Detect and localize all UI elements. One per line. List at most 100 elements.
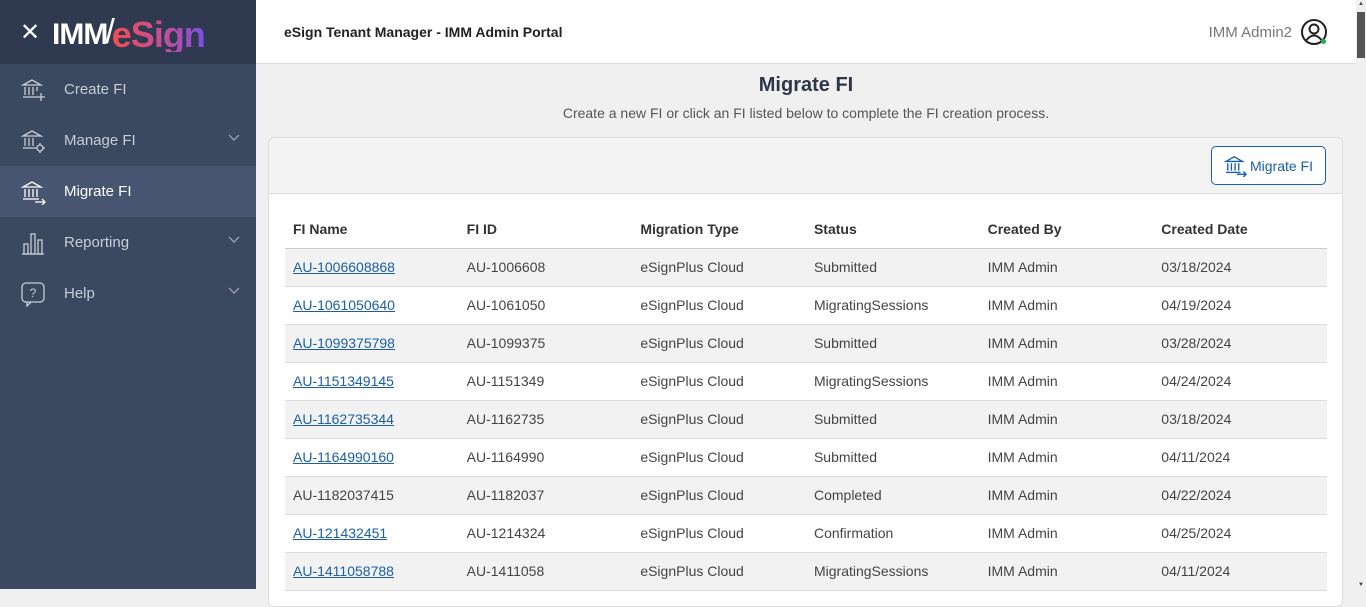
app-title: eSign Tenant Manager - IMM Admin Portal: [284, 24, 563, 40]
column-header: Created Date: [1153, 210, 1327, 249]
sidebar-nav: Create FI Manage FI Migrate FI Reporting? He…: [0, 64, 256, 319]
cell-created-date: 04/11/2024: [1153, 552, 1327, 591]
sidebar-item-label: Migrate FI: [64, 183, 132, 200]
cell-fi-id: AU-1164990: [458, 438, 633, 477]
column-header: Migration Type: [632, 210, 806, 249]
cell-fi-name: AU-1162735344: [285, 400, 459, 439]
bank-arrow-icon: [20, 180, 46, 205]
fi-list-card: Migrate FI FI Name FI ID Migration Type Sta…: [268, 137, 1343, 607]
migrate-fi-button-label: Migrate FI: [1249, 157, 1313, 174]
sidebar-item-label: Manage FI: [64, 132, 136, 149]
cell-status: Submitted: [805, 400, 980, 439]
user-name: IMM Admin2: [1208, 23, 1292, 41]
user-menu[interactable]: IMM Admin2: [1209, 18, 1328, 46]
cell-fi-id: AU-1182037: [458, 476, 633, 515]
cell-fi-id: AU-1151349: [458, 362, 633, 401]
cell-created-date: 04/24/2024: [1153, 362, 1327, 401]
page-scrollbar[interactable]: ▲ ▼: [1356, 0, 1366, 589]
fi-name-link[interactable]: AU-1164990160: [293, 449, 394, 465]
cell-status: Submitted: [805, 248, 980, 287]
cell-migration-type: eSignPlus Cloud: [632, 514, 806, 553]
table-row: AU-1061050640 AU-1061050 eSignPlus Cloud Mi…: [285, 286, 1327, 325]
table-row: AU-1164990160 AU-1164990 eSignPlus Cloud Su…: [285, 438, 1327, 477]
sidebar-item-label: Help: [64, 285, 95, 302]
cell-migration-type: eSignPlus Cloud: [632, 552, 806, 591]
column-header: Status: [805, 210, 980, 249]
cell-fi-name: AU-1151349145: [285, 362, 459, 401]
column-header: FI Name: [285, 210, 459, 249]
cell-created-by: IMM Admin: [979, 324, 1154, 363]
cell-fi-id: AU-1099375: [458, 324, 633, 363]
sidebar-item-manage-fi[interactable]: Manage FI: [0, 115, 256, 166]
table-header-row: FI Name FI ID Migration Type Status Created …: [285, 210, 1327, 249]
cell-fi-name: AU-1411058788: [285, 552, 459, 591]
help-bubble-icon: ?: [21, 281, 45, 307]
cell-status: Confirmation: [805, 514, 980, 553]
sidebar-item-create-fi[interactable]: Create FI: [0, 64, 256, 115]
cell-fi-id: AU-1162735: [458, 400, 633, 439]
page-subtitle: Create a new FI or click an FI listed be…: [562, 105, 1050, 121]
fi-name-link[interactable]: AU-121432451: [293, 525, 388, 541]
user-avatar-icon[interactable]: [1300, 18, 1328, 46]
table-row: AU-1162735344 AU-1162735 eSignPlus Cloud Su…: [285, 400, 1327, 439]
bank-arrow-icon: [1223, 155, 1248, 177]
top-bar: eSign Tenant Manager - IMM Admin Portal …: [256, 0, 1356, 64]
column-header: Created By: [979, 210, 1154, 249]
fi-name-link[interactable]: AU-1162735344: [293, 411, 394, 427]
sidebar-item-migrate-fi[interactable]: Migrate FI: [0, 166, 256, 217]
chevron-down-icon[interactable]: [228, 233, 240, 245]
imm-esign-logo: IMM / eSign: [52, 12, 206, 55]
cell-created-by: IMM Admin: [979, 438, 1154, 477]
close-icon[interactable]: ✕: [20, 18, 41, 46]
cell-created-by: IMM Admin: [979, 476, 1154, 515]
cell-fi-name: AU-1099375798: [285, 324, 459, 363]
cell-fi-id: AU-1214324: [458, 514, 633, 553]
cell-fi-name: AU-1182037415: [285, 476, 459, 515]
table-row: AU-1099375798 AU-1099375 eSignPlus Cloud Su…: [285, 324, 1327, 363]
fi-table: FI Name FI ID Migration Type Status Created …: [285, 210, 1327, 591]
sidebar-item-reporting[interactable]: Reporting: [0, 217, 256, 268]
cell-migration-type: eSignPlus Cloud: [632, 286, 806, 325]
svg-text:?: ?: [30, 286, 37, 300]
fi-name-link[interactable]: AU-1411058788: [293, 563, 394, 579]
fi-name-link[interactable]: AU-1006608868: [293, 259, 395, 275]
cell-created-by: IMM Admin: [979, 362, 1154, 401]
cell-created-date: 03/18/2024: [1153, 248, 1327, 287]
cell-status: MigratingSessions: [805, 362, 980, 401]
cell-migration-type: eSignPlus Cloud: [632, 324, 806, 363]
cell-fi-id: AU-1411058: [458, 552, 633, 591]
fi-name-link[interactable]: AU-1099375798: [293, 335, 395, 351]
fi-name-link[interactable]: AU-1151349145: [293, 373, 394, 389]
cell-migration-type: eSignPlus Cloud: [632, 248, 806, 287]
cell-fi-name: AU-1164990160: [285, 438, 459, 477]
card-toolbar: Migrate FI: [269, 138, 1342, 194]
sidebar: ✕ IMM / eSign Create FI Manage FI Migrate FI…: [0, 0, 256, 589]
bank-plus-icon: [20, 78, 45, 101]
chevron-down-icon[interactable]: [228, 284, 240, 296]
sidebar-item-label: Create FI: [64, 81, 127, 98]
cell-fi-id: AU-1061050: [458, 286, 633, 325]
cell-fi-name: AU-121432451: [285, 514, 459, 553]
sidebar-item-help[interactable]: ? Help: [0, 268, 256, 319]
chevron-down-icon[interactable]: [228, 131, 240, 143]
cell-status: Submitted: [805, 438, 980, 477]
fi-name-link[interactable]: AU-1061050640: [293, 297, 395, 313]
table-row: AU-1151349145 AU-1151349 eSignPlus Cloud Mi…: [285, 362, 1327, 401]
sidebar-item-label: Reporting: [64, 234, 130, 251]
cell-created-by: IMM Admin: [979, 248, 1154, 287]
cell-status: Submitted: [805, 324, 980, 363]
cell-created-date: 04/11/2024: [1153, 438, 1327, 477]
cell-created-date: 03/28/2024: [1153, 324, 1327, 363]
cell-migration-type: eSignPlus Cloud: [632, 438, 806, 477]
logo-imm: IMM: [52, 17, 108, 51]
cell-created-by: IMM Admin: [979, 552, 1154, 591]
table-row: AU-121432451 AU-1214324 eSignPlus Cloud Con…: [285, 514, 1327, 553]
cell-migration-type: eSignPlus Cloud: [632, 362, 806, 401]
migrate-fi-button[interactable]: Migrate FI: [1211, 146, 1326, 185]
brand-bar: ✕ IMM / eSign: [0, 0, 256, 64]
cell-created-date: 03/18/2024: [1153, 400, 1327, 439]
cell-fi-name: AU-1006608868: [285, 248, 459, 287]
cell-created-date: 04/19/2024: [1153, 286, 1327, 325]
cell-fi-id: AU-1006608: [458, 248, 633, 287]
cell-created-by: IMM Admin: [979, 400, 1154, 439]
